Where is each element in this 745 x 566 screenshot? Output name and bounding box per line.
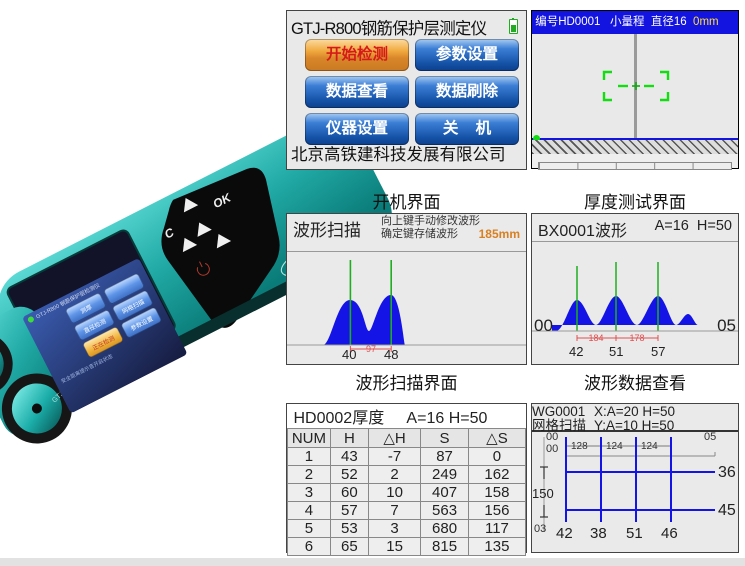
svg-text:00: 00 bbox=[546, 432, 558, 443]
svg-text:150: 150 bbox=[532, 486, 554, 501]
svg-text:45: 45 bbox=[718, 502, 736, 519]
svg-text:128: 128 bbox=[571, 441, 588, 452]
svg-text:05: 05 bbox=[704, 432, 716, 443]
svg-text:46: 46 bbox=[661, 525, 678, 542]
svg-text:124: 124 bbox=[641, 441, 658, 452]
svg-text:03: 03 bbox=[534, 523, 546, 535]
svg-text:178: 178 bbox=[629, 333, 644, 343]
svg-text:00: 00 bbox=[546, 443, 558, 455]
svg-text:38: 38 bbox=[590, 525, 607, 542]
svg-text:42: 42 bbox=[556, 525, 573, 542]
svg-text:51: 51 bbox=[626, 525, 643, 542]
svg-text:36: 36 bbox=[718, 464, 736, 481]
svg-text:124: 124 bbox=[606, 441, 623, 452]
svg-text:184: 184 bbox=[588, 333, 603, 343]
